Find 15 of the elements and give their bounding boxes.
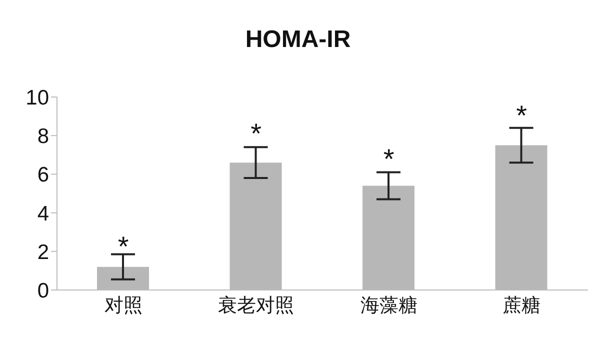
- x-tick-label: 衰老对照: [218, 294, 294, 316]
- annotation: *: [118, 231, 129, 262]
- y-tick-label: 4: [37, 202, 50, 226]
- annotation: *: [516, 100, 528, 131]
- chart-title: HOMA-IR: [244, 26, 352, 54]
- y-tick-label: 10: [26, 86, 49, 110]
- annotation: *: [250, 118, 262, 150]
- x-tick-label: 蔗糖: [502, 295, 541, 316]
- y-tick-label: 6: [37, 164, 49, 187]
- annotation: *: [383, 143, 394, 174]
- y-tick-label: 2: [37, 240, 49, 264]
- y-tick-label: 8: [37, 125, 49, 148]
- y-tick-label: 0: [37, 279, 49, 302]
- x-tick-label: 海藻糖: [360, 295, 418, 316]
- x-tick-label: 对照: [104, 295, 142, 316]
